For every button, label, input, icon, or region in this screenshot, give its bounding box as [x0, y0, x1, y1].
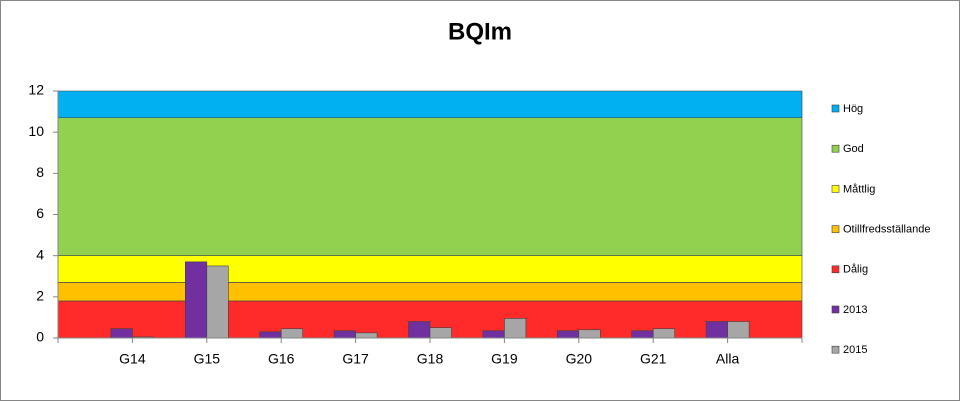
x-tick-label: G16	[268, 351, 295, 367]
x-tick-label: G15	[194, 351, 221, 367]
y-tick-label: 8	[36, 164, 44, 180]
legend-label: Otillfredsställande	[843, 224, 930, 236]
y-tick-label: 10	[28, 123, 44, 139]
bar	[185, 261, 208, 339]
legend-swatch	[831, 345, 840, 354]
band-area	[57, 117, 803, 256]
x-tick-label: Alla	[716, 351, 740, 367]
x-tick-label: G20	[566, 351, 593, 367]
legend-label: 2013	[843, 304, 867, 316]
legend-label: 2015	[843, 344, 867, 356]
band-area	[57, 282, 803, 302]
bar	[429, 327, 452, 339]
legend-swatch	[831, 144, 840, 153]
bar	[631, 330, 654, 339]
legend-swatch	[831, 185, 840, 193]
bar	[504, 318, 527, 339]
legend-label: God	[843, 143, 864, 155]
bar	[206, 265, 229, 339]
legend-label: Dålig	[843, 264, 868, 276]
band-area	[57, 255, 803, 283]
bar	[652, 328, 676, 339]
x-tick-label: G18	[417, 351, 444, 367]
chart-title: BQIm	[448, 18, 512, 45]
legend-swatch	[831, 225, 840, 233]
x-tick-label: G17	[342, 351, 369, 367]
y-tick-label: 4	[36, 246, 44, 262]
bar	[355, 332, 378, 339]
y-tick-label: 0	[36, 329, 44, 345]
y-tick-label: 12	[28, 82, 44, 98]
x-tick-label: G21	[640, 351, 667, 367]
bar	[408, 321, 431, 339]
legend-label: Hög	[843, 103, 863, 115]
legend-swatch	[831, 104, 840, 113]
bar	[110, 328, 133, 339]
x-tick-label: G19	[491, 351, 518, 367]
bar	[727, 321, 750, 339]
bar	[482, 330, 505, 339]
bar	[705, 321, 728, 339]
legend-swatch	[831, 305, 840, 314]
legend-label: Måttlig	[843, 183, 875, 195]
bar	[578, 329, 601, 339]
y-tick-label: 6	[36, 205, 44, 221]
bar	[556, 330, 580, 339]
band-area	[57, 90, 803, 119]
y-tick-label: 2	[36, 288, 44, 304]
bar	[259, 331, 282, 339]
legend-swatch	[831, 265, 840, 274]
bar	[333, 330, 356, 339]
x-tick-label: G14	[119, 351, 146, 367]
bar	[280, 328, 304, 339]
